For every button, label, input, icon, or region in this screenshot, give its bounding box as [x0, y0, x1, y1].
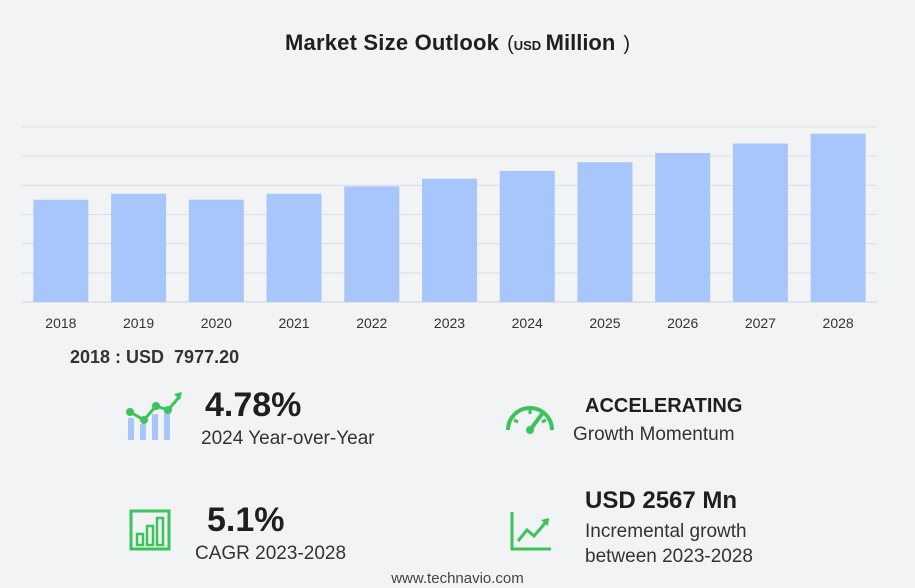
x-tick-labels: 2018 2019 2020 2021 2022 2023 2024 2025 2026 2027…	[45, 315, 854, 331]
bar-2020	[188, 199, 244, 302]
bar-chart-icon	[129, 509, 171, 551]
title-close-paren: )	[623, 33, 630, 55]
cagr-value: 5.1%	[207, 501, 285, 539]
x-tick-label-2025: 2025	[589, 315, 620, 331]
growth-chart-icon	[126, 392, 182, 440]
x-tick-label-2024: 2024	[512, 315, 543, 331]
x-tick-label-2026: 2026	[667, 315, 698, 331]
x-tick-label-2023: 2023	[434, 315, 465, 331]
title-unit-large: Million	[545, 30, 616, 55]
bar-2026	[655, 153, 711, 302]
bar-2018	[33, 199, 89, 302]
title-unit-small: USD	[513, 38, 542, 53]
bar-2028	[810, 133, 866, 302]
x-tick-label-2020: 2020	[201, 315, 232, 331]
bar-2022	[344, 186, 400, 302]
chart-title: Market Size Outlook	[285, 30, 500, 55]
title-open-paren: (	[507, 33, 514, 55]
cagr-label: CAGR 2023-2028	[195, 543, 347, 564]
bars	[33, 133, 866, 302]
yoy-label: 2024 Year-over-Year	[201, 428, 375, 449]
bar-2027	[732, 143, 788, 302]
x-tick-label-2027: 2027	[745, 315, 776, 331]
bar-2025	[577, 162, 633, 302]
bar-2024	[499, 170, 555, 302]
trend-line-icon	[510, 512, 551, 551]
x-tick-label-2021: 2021	[278, 315, 309, 331]
bar-chart: 2018 2019 2020 2021 2022 2023 2024 2025 2026 2027…	[22, 126, 877, 331]
speedometer-icon	[506, 406, 554, 434]
bar-2021	[266, 193, 322, 302]
momentum-label: Growth Momentum	[573, 424, 735, 445]
incremental-label-line2: between 2023-2028	[585, 546, 753, 567]
yoy-value: 4.78%	[205, 386, 302, 424]
x-tick-label-2019: 2019	[123, 315, 154, 331]
x-tick-label-2028: 2028	[823, 315, 854, 331]
bar-2019	[111, 193, 167, 302]
incremental-value: USD 2567 Mn	[585, 487, 738, 514]
incremental-label-line1: Incremental growth	[585, 521, 747, 542]
x-tick-label-2022: 2022	[356, 315, 387, 331]
footer-url: www.technavio.com	[391, 570, 524, 587]
base-year-value: 2018 : USD 7977.20	[70, 347, 240, 367]
x-tick-label-2018: 2018	[45, 315, 76, 331]
bar-2023	[422, 178, 477, 302]
chart-title-block: Market Size Outlook (USD Million)	[0, 30, 915, 56]
momentum-value: ACCELERATING	[585, 395, 743, 417]
